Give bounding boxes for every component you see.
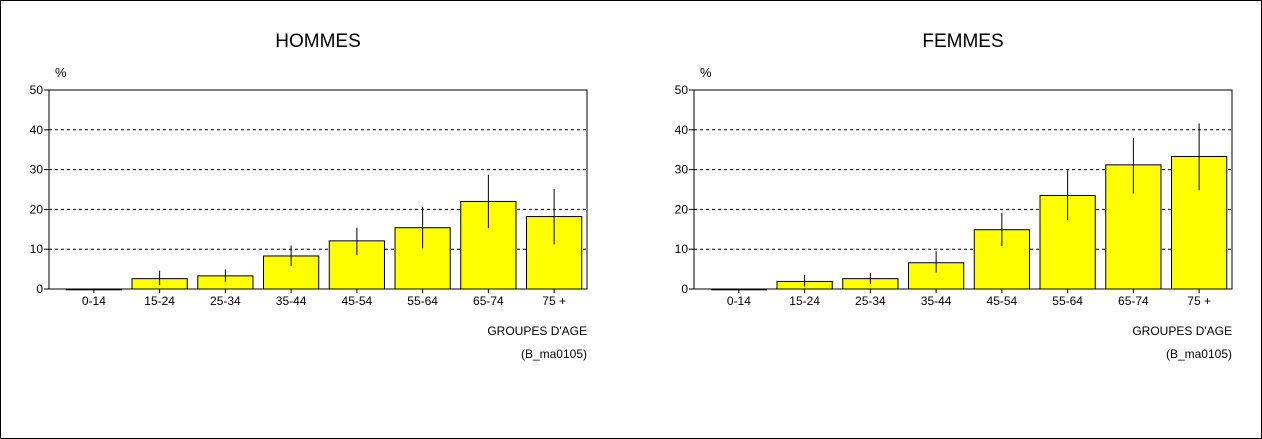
y-axis-unit-label: %	[700, 65, 712, 80]
y-tick-label: 20	[30, 202, 44, 216]
y-tick-label: 30	[675, 163, 689, 177]
x-tick-label: 45-54	[342, 294, 373, 308]
x-tick-label: 25-34	[210, 294, 241, 308]
x-tick-label: 35-44	[276, 294, 307, 308]
y-axis-unit-label: %	[55, 65, 67, 80]
x-tick-label: 55-64	[1052, 294, 1083, 308]
x-tick-label: 35-44	[921, 294, 952, 308]
x-tick-label: 25-34	[855, 294, 886, 308]
x-tick-label: 15-24	[789, 294, 820, 308]
x-tick-label: 75 +	[542, 294, 566, 308]
chart-title: HOMMES	[275, 31, 361, 52]
x-tick-label: 0-14	[727, 294, 751, 308]
y-tick-label: 20	[675, 202, 689, 216]
source-note: (B_ma0105)	[521, 347, 587, 361]
y-tick-label: 0	[36, 282, 43, 296]
source-note: (B_ma0105)	[1166, 347, 1232, 361]
y-tick-label: 10	[675, 242, 689, 256]
x-tick-label: 75 +	[1187, 294, 1211, 308]
chart-hommes: HOMMES% 0 10 20 30 40 50 0-14 15-24 25-34 35-44 45-…	[30, 31, 588, 361]
y-tick-label: 0	[681, 282, 688, 296]
x-tick-label: 65-74	[1118, 294, 1149, 308]
x-axis-label: GROUPES D'AGE	[1132, 324, 1232, 338]
x-tick-label: 15-24	[144, 294, 175, 308]
chart-femmes: FEMMES% 0 10 20 30 40 50 0-14 15-24 25-34 35-44 45-…	[675, 31, 1233, 361]
x-tick-label: 0-14	[82, 294, 106, 308]
chart-title: FEMMES	[922, 31, 1003, 52]
y-tick-label: 30	[30, 163, 44, 177]
y-tick-label: 40	[675, 123, 689, 137]
y-tick-label: 10	[30, 242, 44, 256]
y-tick-label: 40	[30, 123, 44, 137]
y-tick-label: 50	[675, 83, 689, 97]
x-tick-label: 65-74	[473, 294, 504, 308]
y-tick-label: 50	[30, 83, 44, 97]
x-tick-label: 45-54	[987, 294, 1018, 308]
x-axis-label: GROUPES D'AGE	[487, 324, 587, 338]
x-tick-label: 55-64	[407, 294, 438, 308]
